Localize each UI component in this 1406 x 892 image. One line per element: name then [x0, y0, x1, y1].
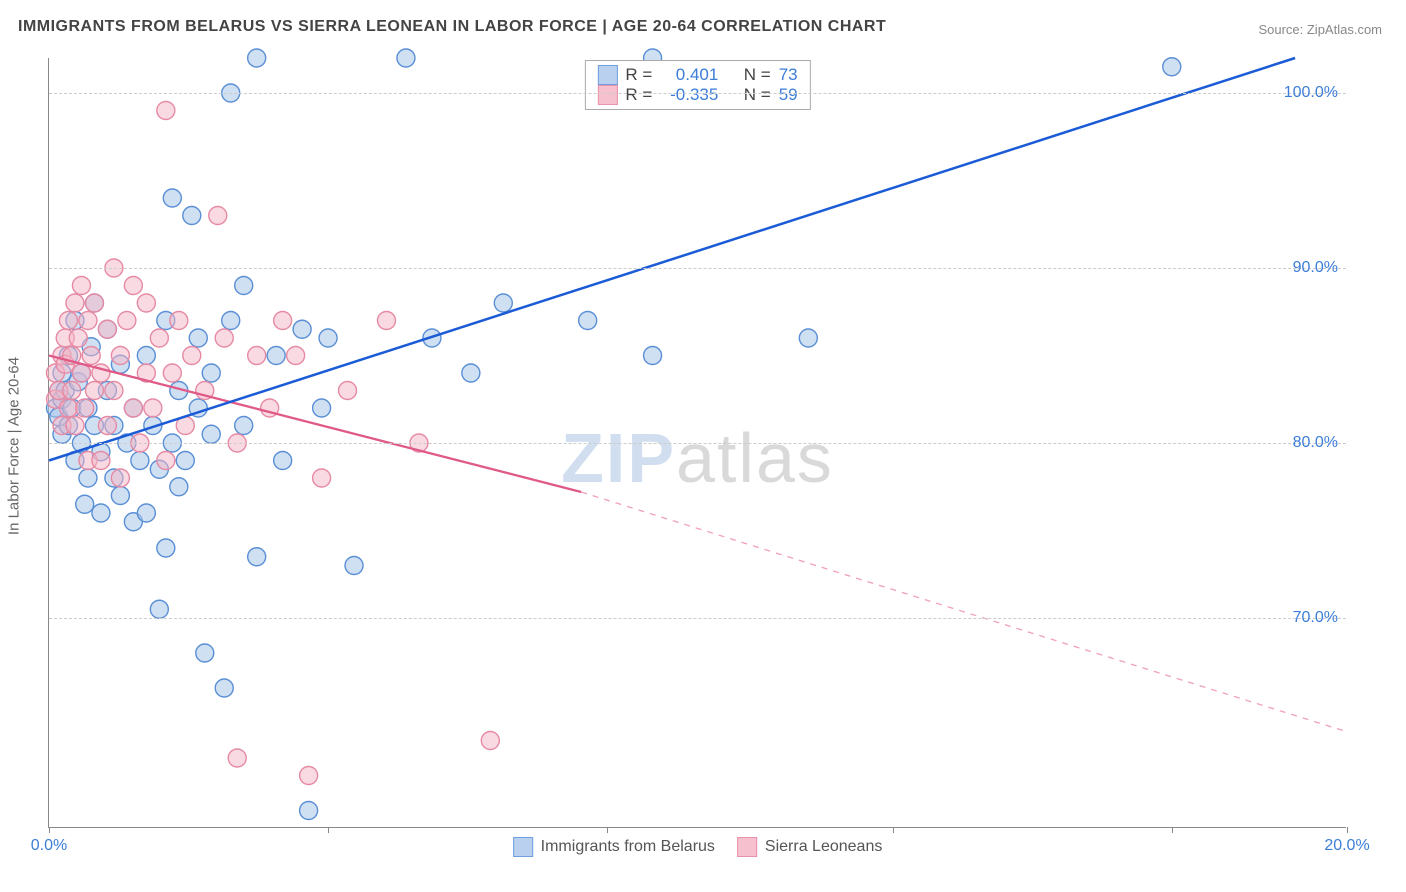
gridline	[49, 443, 1346, 444]
legend-row: R = -0.335 N = 59	[597, 85, 797, 105]
plot-area: ZIPatlas R = 0.401 N = 73 R = -0.335 N =…	[48, 58, 1346, 828]
n-value-belarus: 73	[779, 65, 798, 85]
gridline	[49, 93, 1346, 94]
xtick-label: 20.0%	[1324, 837, 1369, 855]
correlation-legend: R = 0.401 N = 73 R = -0.335 N = 59	[584, 60, 810, 110]
legend-label-belarus: Immigrants from Belarus	[541, 838, 715, 856]
legend-item: Immigrants from Belarus	[513, 837, 715, 857]
xtick-mark	[607, 827, 608, 833]
r-label: R =	[625, 85, 652, 105]
xtick-mark	[328, 827, 329, 833]
ytick-label: 70.0%	[1293, 609, 1338, 627]
legend-swatch-sierra-leone	[737, 837, 757, 857]
ytick-label: 100.0%	[1284, 84, 1338, 102]
y-axis-label: In Labor Force | Age 20-64	[6, 357, 23, 535]
legend-swatch-belarus	[513, 837, 533, 857]
legend-swatch-belarus	[597, 65, 617, 85]
gridline	[49, 268, 1346, 269]
source-attribution: Source: ZipAtlas.com	[1258, 22, 1382, 37]
xtick-mark	[1172, 827, 1173, 833]
ytick-label: 80.0%	[1293, 434, 1338, 452]
gridline	[49, 618, 1346, 619]
n-label: N =	[744, 85, 771, 105]
legend-item: Sierra Leoneans	[737, 837, 882, 857]
xtick-label: 0.0%	[31, 837, 67, 855]
r-label: R =	[625, 65, 652, 85]
chart-title: IMMIGRANTS FROM BELARUS VS SIERRA LEONEA…	[18, 18, 886, 36]
legend-label-sierra-leone: Sierra Leoneans	[765, 838, 882, 856]
xtick-mark	[893, 827, 894, 833]
n-value-sierra-leone: 59	[779, 85, 798, 105]
r-value-sierra-leone: -0.335	[660, 85, 718, 105]
r-value-belarus: 0.401	[660, 65, 718, 85]
legend-swatch-sierra-leone	[597, 85, 617, 105]
ytick-label: 90.0%	[1293, 259, 1338, 277]
xtick-mark	[49, 827, 50, 833]
xtick-mark	[1347, 827, 1348, 833]
chart-container: IMMIGRANTS FROM BELARUS VS SIERRA LEONEA…	[0, 0, 1406, 892]
series-legend: Immigrants from Belarus Sierra Leoneans	[513, 837, 883, 857]
n-label: N =	[744, 65, 771, 85]
legend-row: R = 0.401 N = 73	[597, 65, 797, 85]
